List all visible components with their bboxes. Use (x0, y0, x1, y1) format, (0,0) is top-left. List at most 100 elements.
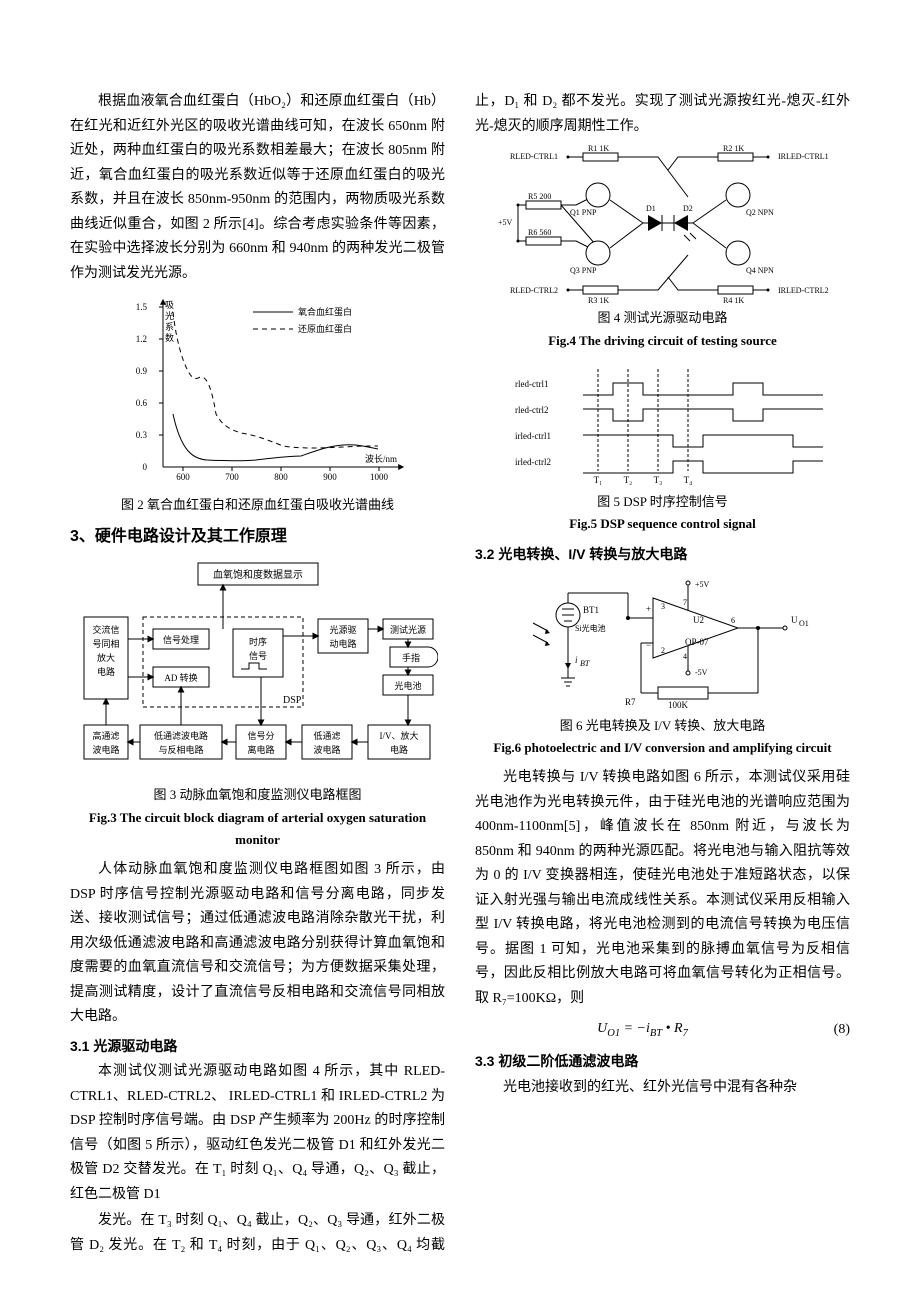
svg-text:T₄: T₄ (683, 475, 692, 485)
svg-text:U2: U2 (693, 615, 704, 625)
fig2-yticks: 0 0.3 0.6 0.9 1.2 1.5 (135, 302, 162, 472)
svg-text:RLED-CTRL1: RLED-CTRL1 (510, 152, 558, 161)
svg-text:信号处理: 信号处理 (162, 634, 198, 645)
heading-3-1: 3.1 光源驱动电路 (70, 1034, 445, 1059)
svg-text:R3 1K: R3 1K (588, 296, 609, 305)
svg-text:rled-ctrl1: rled-ctrl1 (515, 379, 548, 389)
svg-text:i: i (575, 655, 578, 665)
svg-text:RLED-CTRL2: RLED-CTRL2 (510, 286, 558, 295)
figure-5: rled-ctrl1 rled-ctrl2 irled-ctrl1 irled-ctr… (475, 359, 850, 537)
fig6-caption-en: Fig.6 photoelectric and I/V conversion a… (475, 737, 850, 760)
svg-text:R5 200: R5 200 (528, 192, 551, 201)
para-lowpass: 光电池接收到的红光、红外光信号中混有各种杂 (475, 1076, 850, 1101)
svg-text:D2: D2 (683, 204, 693, 213)
para-iv: 光电转换与 I/V 转换电路如图 6 所示，本测试仪采用硅光电池作为光电转换元件… (475, 766, 850, 1011)
svg-text:BT1: BT1 (583, 605, 599, 615)
svg-text:Q2 NPN: Q2 NPN (746, 208, 774, 217)
svg-text:信号分: 信号分 (247, 730, 274, 741)
svg-text:irled-ctrl2: irled-ctrl2 (515, 457, 551, 467)
svg-text:离电路: 离电路 (247, 744, 274, 755)
svg-text:1000: 1000 (370, 472, 389, 482)
svg-text:I/V、放大: I/V、放大 (379, 730, 418, 741)
fig4-caption-en: Fig.4 The driving circuit of testing sou… (475, 330, 850, 353)
svg-text:OP-07: OP-07 (685, 637, 709, 647)
svg-text:+5V: +5V (498, 218, 513, 227)
fig5-svg: rled-ctrl1 rled-ctrl2 irled-ctrl1 irled-ctr… (503, 359, 823, 489)
svg-text:R4 1K: R4 1K (723, 296, 744, 305)
svg-text:0.9: 0.9 (135, 366, 147, 376)
svg-text:O1: O1 (799, 619, 809, 628)
figure-2: 吸 光 系 数 0 0.3 0.6 0.9 1.2 1.5 600 700 (70, 292, 445, 517)
svg-text:+: + (646, 604, 651, 614)
svg-text:低通滤: 低通滤 (313, 730, 340, 741)
para-fig3-desc: 人体动脉血氧饱和度监测仪电路框图如图 3 所示，由 DSP 时序信号控制光源驱动… (70, 858, 445, 1030)
svg-text:6: 6 (731, 616, 735, 625)
fig2-caption-cn: 图 2 氧合血红蛋白和还原血红蛋白吸收光谱曲线 (70, 494, 445, 517)
svg-text:-5V: -5V (695, 668, 708, 677)
svg-text:600: 600 (176, 472, 190, 482)
svg-text:光电池: 光电池 (394, 680, 421, 691)
fig2-svg: 吸 光 系 数 0 0.3 0.6 0.9 1.2 1.5 600 700 (103, 292, 413, 492)
fig5-caption-cn: 图 5 DSP 时序控制信号 (475, 491, 850, 514)
svg-text:信号: 信号 (248, 650, 266, 661)
svg-text:1.2: 1.2 (135, 334, 146, 344)
svg-text:血氧饱和度数据显示: 血氧饱和度数据显示 (213, 568, 303, 581)
heading-3-2: 3.2 光电转换、I/V 转换与放大电路 (475, 542, 850, 567)
svg-text:irled-ctrl1: irled-ctrl1 (515, 431, 551, 441)
svg-text:7: 7 (683, 598, 687, 607)
figure-6: BT1 Si光电池 iBT +3 −2 U2 OP-07 +5V (475, 573, 850, 761)
svg-text:号同相: 号同相 (92, 638, 119, 649)
svg-text:T₁: T₁ (593, 475, 602, 485)
svg-text:4: 4 (683, 652, 687, 661)
svg-text:时序: 时序 (248, 636, 266, 647)
equation-8: UO1 = −iBT • R7 (8) (475, 1017, 850, 1043)
svg-text:R2 1K: R2 1K (723, 145, 744, 153)
svg-text:高通滤: 高通滤 (92, 730, 119, 741)
svg-text:电路: 电路 (389, 744, 407, 755)
fig5-signals: rled-ctrl1 rled-ctrl2 irled-ctrl1 irled-ctr… (515, 379, 823, 473)
fig2-legend-hbo2: 氧合血红蛋白 (298, 306, 352, 317)
svg-text:0.6: 0.6 (135, 398, 147, 408)
svg-text:D1: D1 (646, 204, 656, 213)
svg-text:光: 光 (165, 310, 174, 321)
svg-text:波电路: 波电路 (313, 744, 340, 755)
svg-text:BT: BT (580, 659, 590, 668)
svg-text:测试光源: 测试光源 (389, 624, 425, 635)
heading-3: 3、硬件电路设计及其工作原理 (70, 523, 445, 551)
svg-text:−: − (646, 640, 651, 650)
svg-text:系: 系 (165, 322, 174, 332)
svg-text:1.5: 1.5 (135, 302, 147, 312)
svg-text:AD 转换: AD 转换 (164, 672, 197, 683)
svg-text:3: 3 (661, 602, 665, 611)
para-driver: 本测试仪测试光源驱动电路如图 4 所示，其中 RLED-CTRL1、RLED-C… (70, 1060, 445, 1207)
svg-text:DSP: DSP (283, 695, 302, 706)
fig3-caption-en: Fig.3 The circuit block diagram of arter… (70, 807, 445, 853)
fig2-series-hbo2 (173, 414, 378, 461)
svg-text:rled-ctrl2: rled-ctrl2 (515, 405, 548, 415)
svg-text:R6 560: R6 560 (528, 228, 551, 237)
svg-text:Q3 PNP: Q3 PNP (570, 266, 597, 275)
fig4-svg: RLED-CTRL1 IRLED-CTRL1 RLED-CTRL2 IRLED-… (488, 145, 838, 305)
svg-text:低通滤波电路: 低通滤波电路 (153, 730, 207, 741)
svg-text:T₃: T₃ (653, 475, 662, 485)
svg-text:与反相电路: 与反相电路 (158, 744, 203, 755)
svg-text:波电路: 波电路 (92, 744, 119, 755)
svg-text:放大: 放大 (96, 652, 114, 663)
eq8-text: UO1 = −iBT • R7 (475, 1017, 810, 1043)
svg-text:交流信: 交流信 (92, 624, 119, 635)
fig6-caption-cn: 图 6 光电转换及 I/V 转换、放大电路 (475, 715, 850, 738)
heading-3-3: 3.3 初级二阶低通滤波电路 (475, 1049, 850, 1074)
svg-text:700: 700 (225, 472, 239, 482)
svg-text:数: 数 (165, 332, 174, 343)
fig2-legend-hb: 还原血红蛋白 (298, 323, 352, 334)
fig6-svg: BT1 Si光电池 iBT +3 −2 U2 OP-07 +5V (513, 573, 813, 713)
svg-text:900: 900 (323, 472, 337, 482)
svg-text:R1 1K: R1 1K (588, 145, 609, 153)
fig2-xticks: 600 700 800 900 1000 (176, 467, 388, 482)
svg-text:手指: 手指 (401, 652, 419, 663)
svg-text:T₂: T₂ (623, 475, 632, 485)
svg-text:U: U (791, 615, 798, 625)
svg-text:Si光电池: Si光电池 (575, 623, 606, 633)
svg-text:光源驱: 光源驱 (329, 624, 356, 635)
svg-text:100K: 100K (668, 700, 689, 710)
